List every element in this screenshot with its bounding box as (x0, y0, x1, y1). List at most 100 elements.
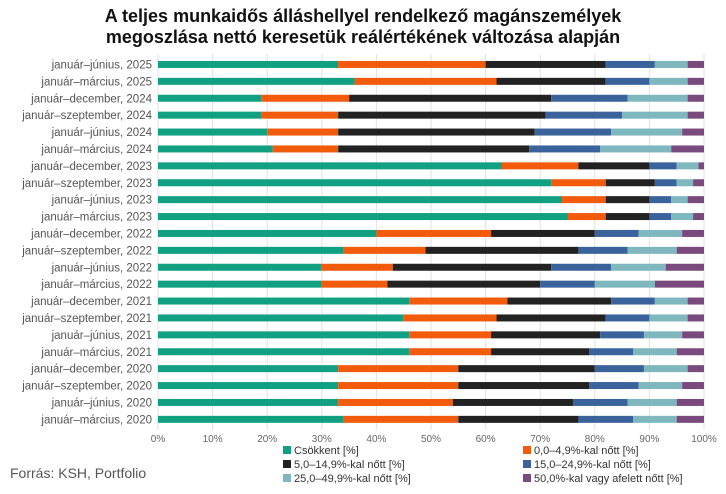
bar-segment-4 (534, 128, 612, 136)
category-label: január–június, 2023 (51, 195, 152, 207)
bar-segment-4 (611, 297, 655, 305)
bar-segment-5 (649, 77, 688, 85)
bar-segment-5 (633, 415, 677, 423)
bar-segment-5 (622, 111, 688, 119)
category-label: január–szeptember, 2022 (21, 245, 152, 257)
bar-segment-4 (578, 415, 634, 423)
x-tick-label: 60% (476, 434, 496, 445)
chart-legend: Csökkent [%] 0,0–4,9%-kal nőtt [%] 5,0–14,… (283, 445, 713, 487)
category-label: január–december, 2024 (30, 93, 152, 105)
bar-segment-3 (496, 77, 606, 85)
bar-segment-5 (671, 196, 688, 204)
bar-segment-1 (158, 77, 355, 85)
bar-segment-3 (338, 128, 535, 136)
bar-segment-5 (649, 314, 688, 322)
category-label: január–december, 2022 (30, 228, 152, 240)
bar-segment-2 (409, 297, 508, 305)
bar-segment-2 (562, 196, 606, 204)
bar-segment-5 (638, 229, 683, 237)
bar-segment-3 (458, 415, 579, 423)
bar-segment-4 (551, 263, 612, 271)
bar-segment-1 (158, 213, 568, 221)
bar-segment-2 (376, 229, 492, 237)
source-note: Forrás: KSH, Portfolio (10, 465, 147, 481)
bar-segment-4 (589, 382, 639, 390)
bar-segment-3 (605, 179, 655, 187)
bar-segment-2 (338, 60, 486, 68)
bar-segment-5 (627, 94, 688, 102)
bar-segment-6 (687, 111, 704, 119)
bar-segment-4 (605, 60, 655, 68)
x-tick-label: 70% (530, 434, 550, 445)
category-label: január–szeptember, 2024 (21, 110, 152, 122)
x-tick-label: 50% (421, 434, 441, 445)
bar-segment-4 (551, 94, 628, 102)
bar-segment-1 (158, 382, 339, 390)
bar-segment-2 (261, 94, 350, 102)
bar-segment-3 (605, 196, 650, 204)
bar-segment-1 (158, 246, 344, 254)
category-label: január–március, 2021 (40, 347, 152, 359)
bar-segment-6 (682, 128, 704, 136)
bar-segment-4 (529, 145, 601, 153)
bar-segment-2 (261, 111, 339, 119)
bar-segment-4 (589, 348, 634, 356)
bar-segment-6 (687, 365, 704, 373)
bar-segment-2 (501, 162, 579, 170)
bar-segment-4 (578, 246, 628, 254)
bar-segment-4 (649, 196, 672, 204)
bar-segment-5 (638, 382, 683, 390)
chart-title-line-2: megoszlása nettó keresetük reálértékének… (105, 27, 621, 47)
bar-segment-3 (338, 145, 530, 153)
legend-item: 25,0–49,9%-kal nőtt [%] (283, 473, 411, 486)
bar-segment-1 (158, 179, 552, 187)
category-label: január–szeptember, 2020 (21, 381, 152, 393)
bar-segment-5 (611, 128, 683, 136)
legend-swatch (523, 460, 531, 468)
bar-segment-4 (600, 331, 644, 339)
bar-segment-4 (654, 179, 677, 187)
bar-segment-2 (343, 246, 426, 254)
bar-segment-6 (682, 331, 704, 339)
bar-segment-2 (338, 382, 459, 390)
bar-segment-1 (158, 348, 410, 356)
bar-segment-3 (507, 297, 612, 305)
bar-segment-6 (671, 145, 704, 153)
legend-label: 5,0–14,9%-kal nőtt [%] (294, 459, 405, 471)
bar-segment-4 (540, 280, 595, 288)
bar-segment-5 (600, 145, 672, 153)
category-label: január–június, 2021 (51, 330, 152, 342)
bar-segment-5 (594, 280, 655, 288)
bar-segment-5 (676, 179, 694, 187)
bar-segment-1 (158, 297, 410, 305)
bar-segment-2 (567, 213, 606, 221)
bar-segment-5 (643, 331, 683, 339)
bar-segment-2 (409, 331, 492, 339)
category-label: január–március, 2023 (40, 212, 152, 224)
bar-segment-1 (158, 60, 339, 68)
bar-segment-5 (627, 398, 677, 406)
legend-label: 0,0–4,9%-kal nőtt [%] (534, 445, 639, 457)
bar-segment-1 (158, 196, 563, 204)
bar-segment-3 (491, 229, 595, 237)
bar-segment-4 (605, 77, 650, 85)
bar-segment-2 (354, 77, 497, 85)
bar-segment-6 (693, 213, 704, 221)
legend-label: Csökkent [%] (294, 445, 359, 457)
bar-segment-6 (693, 179, 704, 187)
bar-segment-2 (272, 145, 339, 153)
bar-segment-6 (687, 60, 704, 68)
bar-segment-1 (158, 314, 404, 322)
bar-segment-3 (485, 60, 606, 68)
bar-segment-3 (605, 213, 650, 221)
legend-item: 5,0–14,9%-kal nőtt [%] (283, 459, 405, 472)
bar-segment-2 (338, 365, 459, 373)
bar-segment-6 (676, 246, 704, 254)
category-label: január–június, 2020 (51, 397, 152, 409)
bar-segment-3 (578, 162, 650, 170)
bar-segment-5 (627, 246, 677, 254)
bar-segment-6 (676, 415, 704, 423)
legend-item: Csökkent [%] (283, 445, 359, 458)
category-label: január–március, 2022 (40, 279, 152, 291)
bar-segment-4 (594, 229, 639, 237)
